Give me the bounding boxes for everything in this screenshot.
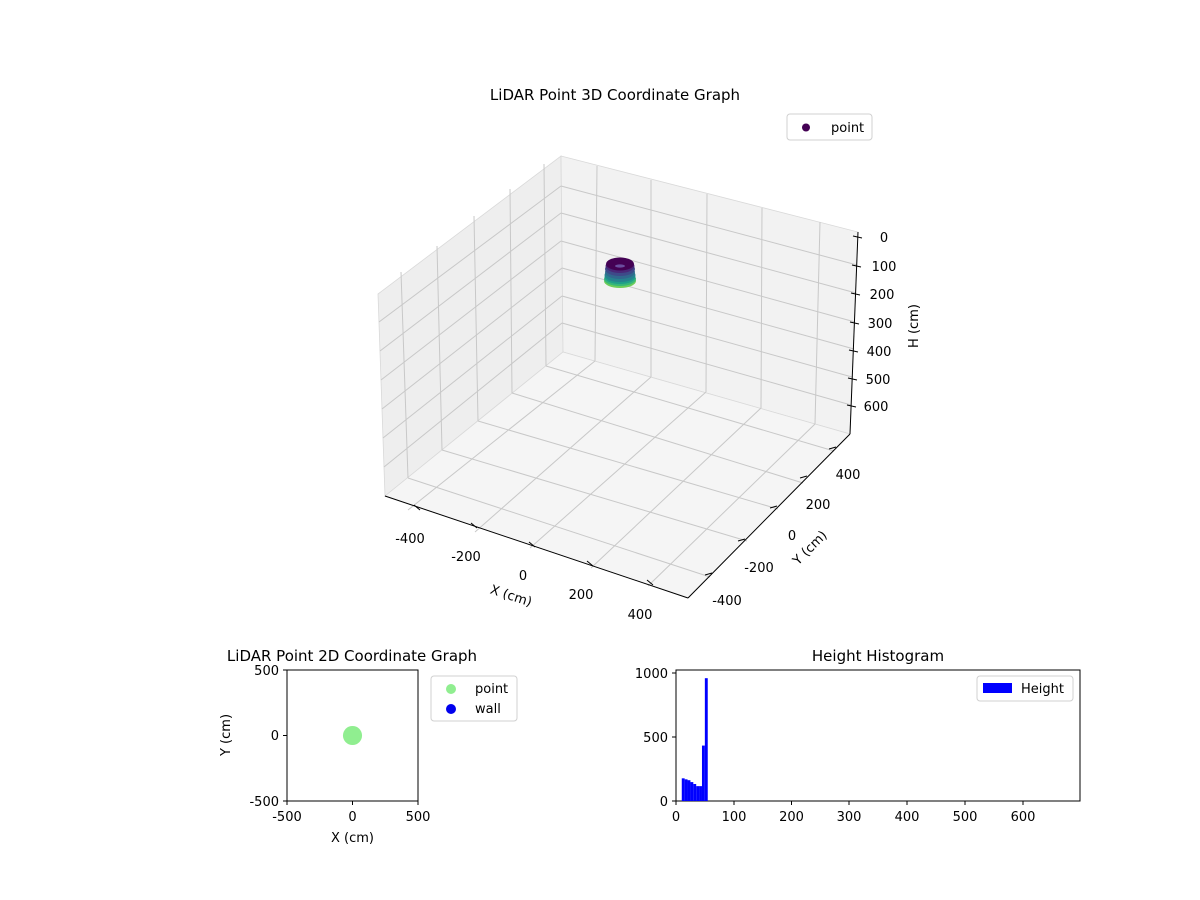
cluster-top-highlight [615, 264, 625, 268]
chart-3d-title: LiDAR Point 3D Coordinate Graph [490, 86, 740, 104]
x-tick-label: 0 [348, 810, 356, 825]
x-axis-line [384, 495, 689, 599]
grid-3d [378, 163, 858, 587]
x-tick-label: 0 [672, 810, 680, 825]
y-tick-label: 0 [660, 795, 668, 810]
legend-box [786, 113, 873, 141]
legend-label: point [475, 682, 508, 697]
x-tick-label: 300 [837, 810, 862, 825]
x-axis-label-2d: X (cm) [331, 831, 374, 846]
x-tick-label: 200 [779, 810, 804, 825]
y-tick-label: 0 [271, 729, 279, 744]
x-axis-label-3d: X (cm) [488, 583, 534, 611]
legend-label: Height [1021, 682, 1064, 697]
x-tick-label: 400 [628, 608, 653, 623]
cluster-layer [606, 257, 634, 271]
chart-3d: LiDAR Point 3D Coordinate Graph [377, 86, 922, 623]
y-tick-label: 500 [254, 664, 279, 679]
x-tick-label: 400 [895, 810, 920, 825]
point-cluster-3d [604, 257, 636, 288]
z-tick-label: 200 [870, 288, 895, 303]
tick-labels-histogram: 0 100 200 300 400 500 600 0 500 1000 [635, 667, 1036, 825]
z-tick-label: 300 [868, 317, 893, 332]
histogram-bar [701, 745, 705, 801]
y-axis-label-2d: Y (cm) [219, 714, 234, 757]
x-tick-label: 200 [569, 588, 594, 603]
histogram-bars [681, 678, 708, 801]
histogram-bar [693, 783, 697, 801]
y-ticks-3d [704, 446, 837, 576]
legend-marker-point [446, 684, 456, 694]
ticks-histogram [672, 672, 1024, 805]
legend-3d: point [786, 113, 873, 141]
z-tick-label: 0 [880, 231, 888, 246]
legend-marker-wall [446, 704, 456, 714]
chart-histogram: Height Histogram 0 100 200 300 400 500 6… [635, 647, 1081, 825]
chart-2d-title: LiDAR Point 2D Coordinate Graph [227, 647, 477, 665]
z-tick-label: 500 [866, 373, 891, 388]
histogram-title: Height Histogram [812, 647, 944, 665]
z-tick-label: 600 [864, 400, 889, 415]
chart-2d: LiDAR Point 2D Coordinate Graph -500 0 5… [219, 647, 518, 846]
y-tick-label: -400 [712, 594, 742, 609]
x-tick-label: -400 [395, 532, 425, 547]
y-tick-label: 0 [788, 529, 796, 544]
y-tick-label: 1000 [635, 667, 668, 682]
x-tick-label: 100 [722, 810, 747, 825]
y-tick-label: -500 [249, 795, 279, 810]
histogram-bar [681, 778, 685, 801]
y-tick-label: -200 [744, 561, 774, 576]
ticks-2d [283, 669, 419, 805]
y-tick-labels-3d: -400 -200 0 200 400 [712, 468, 860, 609]
z-tick-label: 400 [867, 345, 892, 360]
legend-histogram: Height [976, 675, 1074, 702]
x-tick-label: 500 [406, 810, 431, 825]
legend-swatch-height [983, 683, 1012, 693]
x-tick-label: 500 [953, 810, 978, 825]
histogram-bar [684, 779, 688, 801]
histogram-bar [690, 782, 694, 801]
histogram-bar [687, 780, 691, 801]
legend-label: wall [475, 702, 501, 717]
histogram-bar [704, 678, 708, 801]
tick-labels-2d: -500 0 500 500 0 -500 [249, 664, 430, 825]
x-tick-label: -500 [272, 810, 302, 825]
y-tick-label: 400 [836, 468, 861, 483]
x-tick-label: 0 [519, 569, 527, 584]
x-tick-label: 600 [1011, 810, 1036, 825]
x-tick-label: -200 [451, 550, 481, 565]
legend-marker-point [802, 123, 810, 132]
z-ticks-3d [846, 235, 863, 408]
z-axis-label-3d: H (cm) [907, 304, 922, 348]
legend-box [976, 675, 1074, 702]
legend-label: point [831, 121, 864, 136]
histogram-bar [696, 786, 700, 801]
y-tick-label: 500 [643, 731, 668, 746]
y-axis-line [687, 433, 851, 599]
histogram-bar [699, 786, 702, 801]
legend-2d: point wall [430, 675, 518, 722]
z-tick-labels-3d: 0 100 200 300 400 500 600 [864, 231, 897, 415]
x-ticks-3d [413, 504, 654, 586]
scatter-point-cluster [342, 725, 363, 746]
scatter-2d-points [342, 725, 363, 746]
z-tick-label: 100 [872, 260, 897, 275]
x-tick-labels-3d: -400 -200 0 200 400 [395, 532, 652, 623]
y-tick-label: 200 [806, 498, 831, 513]
